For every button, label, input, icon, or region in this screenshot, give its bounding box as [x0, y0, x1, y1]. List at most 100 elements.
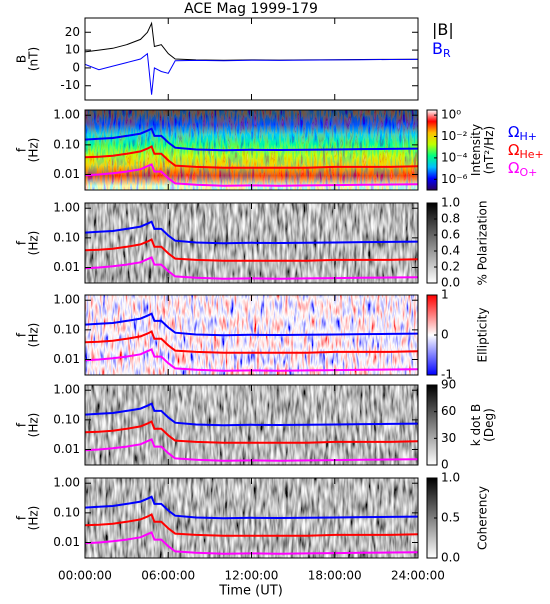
colorbar-tick-label: 10⁻⁶	[441, 172, 468, 186]
y-tick-label: 0.10	[53, 505, 80, 519]
colorbar-tick-label: 0.4	[441, 244, 460, 258]
colorbar-tick-label: 0.0	[441, 551, 460, 565]
gyro-lines	[85, 402, 418, 462]
x-tick-label: 00:00:00	[58, 569, 112, 583]
legend-subscript: He+	[519, 148, 543, 161]
panel: -1 0 1 Ellipticity 1.00 0.10 0.01 f(Hz)	[15, 288, 490, 382]
panel: 0 30 60 90 k dot B (Deg) 1.00 0.10 0.01 f(Hz)	[15, 378, 497, 472]
y-tick-label: 0.01	[53, 535, 80, 549]
colorbar-label: Ellipticity	[476, 308, 490, 363]
y-tick-label: 0.10	[53, 322, 80, 336]
gyrofrequency-line	[85, 145, 418, 169]
colorbar-tick-label: 0.0	[441, 276, 460, 290]
gyro-lines	[85, 312, 418, 372]
colorbar-tick-label: 10⁰	[441, 108, 461, 122]
gyrofrequency-line	[85, 238, 418, 262]
panel: 0.0 0.2 0.4 0.6 0.8 1.0 % Polarization 1.00 0.10…	[15, 196, 490, 290]
colorbar-tick-label: 10⁻⁴	[441, 150, 468, 164]
legend-label: |B|	[432, 20, 454, 39]
legend-entry: BR	[432, 39, 451, 61]
y-tick-label: 0	[72, 60, 80, 74]
legend-symbol: Ω	[508, 159, 519, 177]
gyro-lines	[85, 495, 418, 555]
y-axis-label: (Hz)	[27, 138, 41, 163]
colorbar	[426, 384, 438, 466]
y-axis-label: f	[15, 515, 29, 520]
colorbar-tick-label: 0	[441, 458, 449, 472]
legend-entry: ΩHe+	[508, 141, 544, 162]
chart-title: ACE Mag 1999-179	[184, 1, 318, 17]
y-tick-label: 1.00	[53, 293, 80, 307]
colorbar-tick-label: 1	[441, 288, 449, 302]
colorbar-tick-label: 0.2	[441, 260, 460, 274]
panel: 0.0 0.5 1.0 Coherency 1.00 0.10 0.01 f(Hz) 00:00…	[15, 471, 490, 583]
legend-entry: ΩO+	[508, 159, 537, 180]
y-axis-label: B	[15, 55, 29, 63]
y-tick-label: 1.00	[53, 476, 80, 490]
gyrofrequency-line	[85, 220, 418, 245]
colorbar-tick-label: 90	[441, 378, 456, 392]
colorbar-label: (nT²/Hz)	[482, 126, 496, 174]
gyrofrequency-line	[85, 330, 418, 354]
legend-symbol: Ω	[508, 123, 519, 141]
colorbar-tick-label: 0	[441, 328, 449, 342]
gyrofrequency-line	[85, 531, 418, 555]
y-tick-label: 0.01	[53, 442, 80, 456]
y-axis-label: f	[15, 240, 29, 245]
legend-subscript: R	[443, 47, 451, 60]
colorbar	[426, 109, 438, 191]
gyrofrequency-line	[85, 513, 418, 537]
legend-label: B	[432, 39, 443, 58]
y-axis-label: (Hz)	[27, 231, 41, 256]
gyrofrequency-line	[85, 163, 418, 187]
colorbar-tick-label: 60	[441, 404, 456, 418]
colorbar-label: % Polarization	[476, 201, 490, 286]
colorbar-tick-label: 1.0	[441, 471, 460, 485]
colorbar-label: Coherency	[476, 486, 490, 550]
colorbar-tick-label: 30	[441, 431, 456, 445]
colorbar	[426, 202, 438, 284]
y-axis-label: (Hz)	[27, 323, 41, 348]
y-axis-label: f	[15, 147, 29, 152]
y-axis-label: (Hz)	[27, 413, 41, 438]
y-tick-label: 0.01	[53, 352, 80, 366]
data-line	[85, 52, 418, 95]
colorbar-tick-label: 10⁻²	[441, 129, 468, 143]
gyrofrequency-line	[85, 420, 418, 444]
gyrofrequency-line	[85, 312, 418, 337]
y-axis-label: f	[15, 422, 29, 427]
gyrofrequency-line	[85, 402, 418, 427]
x-axis-label: Time (UT)	[218, 584, 283, 599]
colorbar-label: k dot B	[469, 404, 483, 446]
y-tick-label: 0.10	[53, 230, 80, 244]
y-tick-label: 0.01	[53, 260, 80, 274]
y-tick-label: 10	[65, 43, 80, 57]
gyrofrequency-line	[85, 495, 418, 520]
x-tick-label: 18:00:00	[308, 569, 362, 583]
y-tick-label: 1.00	[53, 108, 80, 122]
colorbar-tick-label: 0.8	[441, 212, 460, 226]
x-tick-label: 12:00:00	[225, 569, 279, 583]
colorbar-tick-label: 0.5	[441, 511, 460, 525]
y-tick-label: 20	[65, 25, 80, 39]
gyrofrequency-line	[85, 256, 418, 280]
legend-entry: ΩH+	[508, 123, 537, 144]
gyrofrequency-line	[85, 438, 418, 462]
colorbar-label: (Deg)	[482, 408, 496, 442]
y-tick-label: 0.01	[53, 167, 80, 181]
gyrofrequency-line	[85, 127, 418, 152]
colorbar-tick-label: 1.0	[441, 196, 460, 210]
legend-subscript: O+	[519, 166, 537, 179]
y-tick-label: 1.00	[53, 201, 80, 215]
legend-symbol: Ω	[508, 141, 519, 159]
y-axis-label: (Hz)	[27, 506, 41, 531]
colorbar-tick-label: 0.6	[441, 228, 460, 242]
y-tick-label: 0.10	[53, 412, 80, 426]
legend-entry: |B|	[432, 20, 454, 39]
y-axis-label: f	[15, 332, 29, 337]
y-tick-label: 1.00	[53, 383, 80, 397]
legend-subscript: H+	[519, 130, 537, 143]
gyro-lines	[85, 220, 418, 280]
